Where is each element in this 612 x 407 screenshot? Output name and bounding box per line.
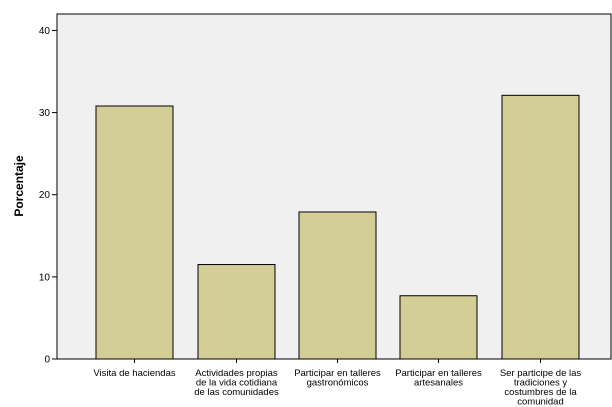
x-category-label: Ser participe de las tradiciones y costumb…: [500, 368, 582, 407]
y-tick-label: 10: [39, 272, 51, 283]
y-tick-label: 30: [39, 108, 51, 119]
x-category-label: Participar en talleres gastronómicos: [294, 368, 381, 389]
x-category-label: Participar en talleres artesanales: [395, 368, 482, 389]
y-tick-label: 0: [44, 355, 50, 366]
x-axis-labels: Visita de haciendas Actividades propias de…: [93, 359, 581, 407]
bar: [399, 295, 478, 360]
bar: [501, 94, 580, 360]
x-category-label: Visita de haciendas: [93, 368, 175, 379]
bar: [197, 264, 276, 360]
y-axis-label: Porcentaje: [12, 155, 26, 217]
bar: [95, 105, 174, 360]
y-axis: 0 10 20 30 40: [39, 26, 57, 366]
y-tick-label: 20: [39, 190, 51, 201]
bar: [298, 211, 377, 360]
bars: [95, 94, 580, 360]
x-category-label: Actividades propias de la vida cotidiana d…: [194, 368, 279, 398]
y-tick-label: 40: [39, 26, 51, 37]
